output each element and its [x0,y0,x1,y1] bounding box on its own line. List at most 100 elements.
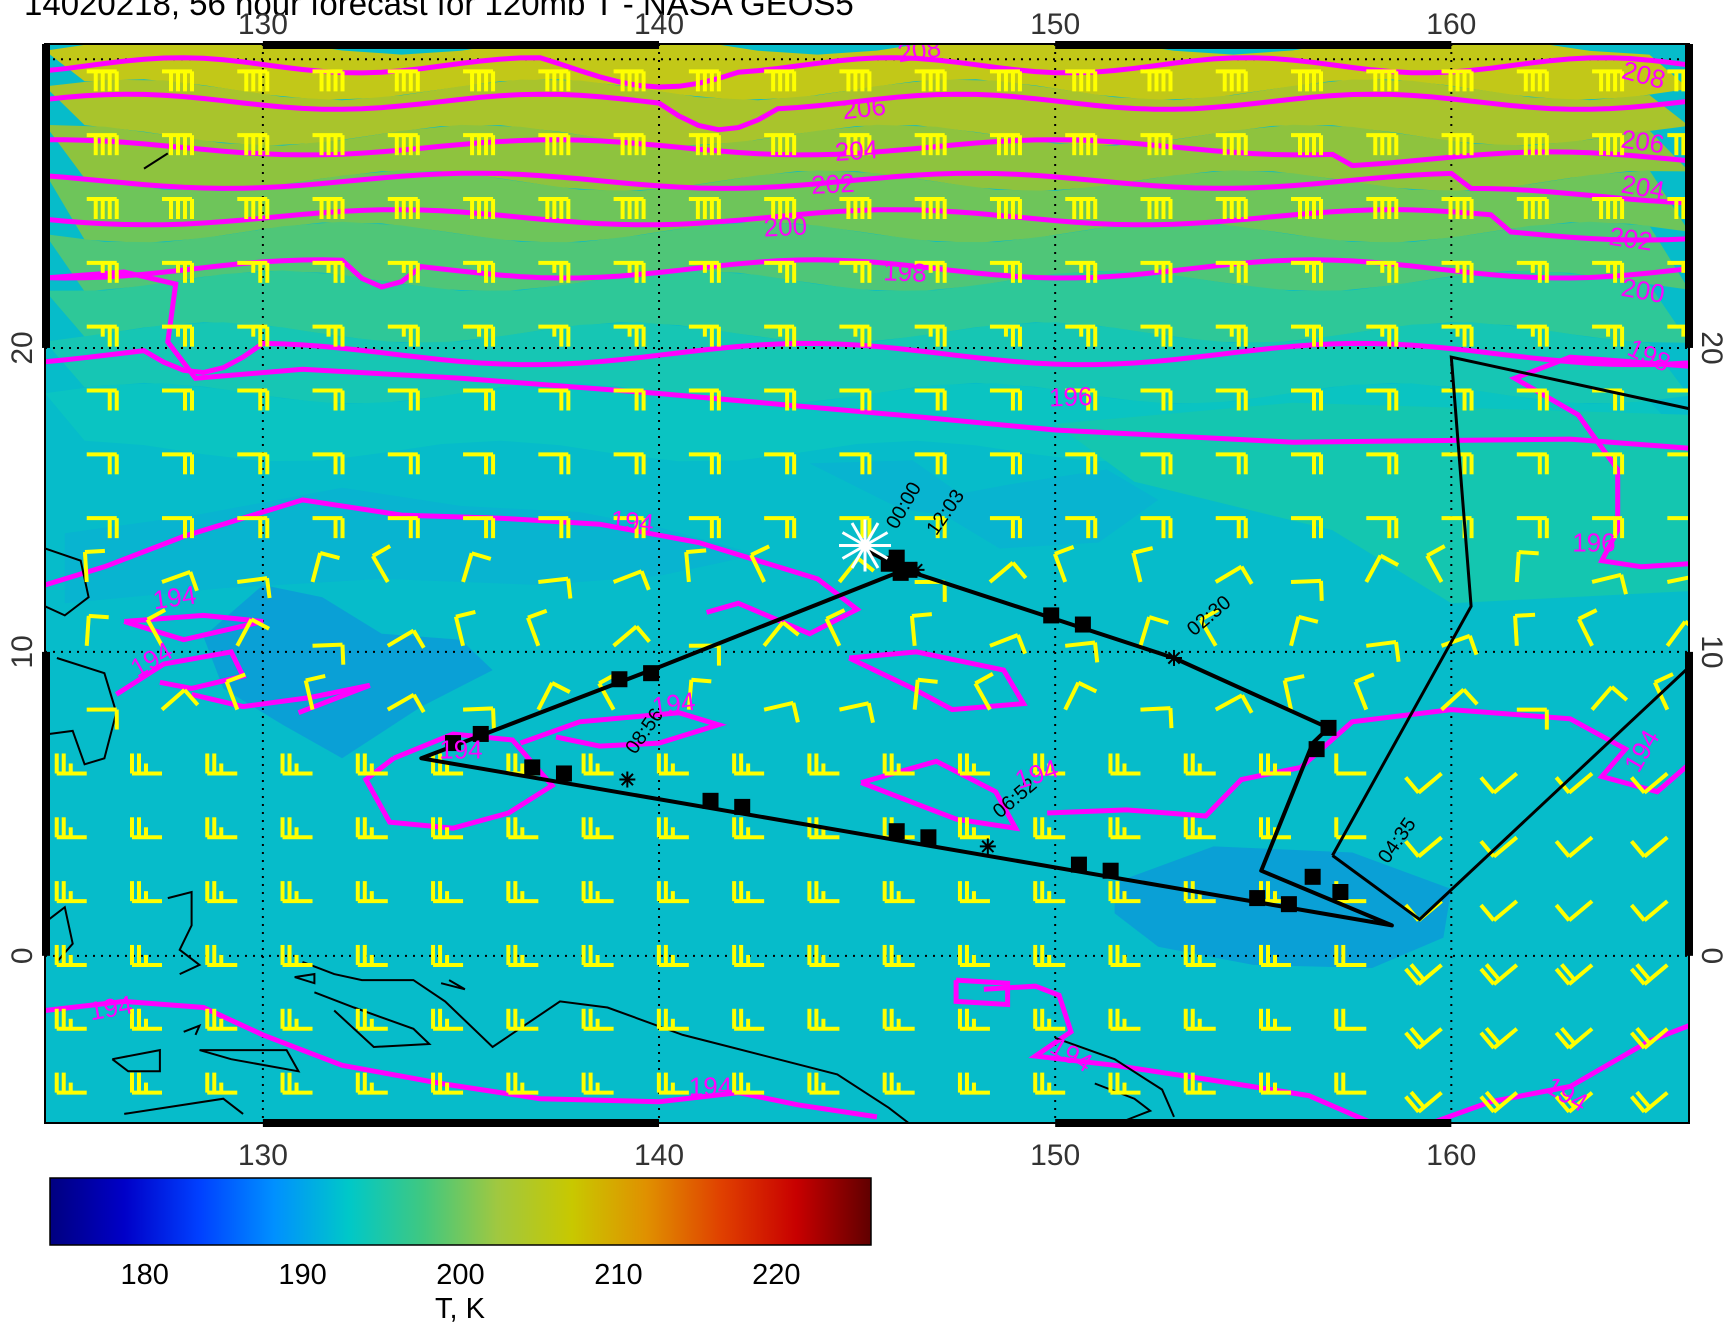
wind-barb [1592,197,1625,220]
wind-barb [462,706,496,729]
wind-barb [581,1008,614,1031]
wind-barb [1441,324,1474,347]
wind-barb [129,1008,162,1031]
wind-barb [914,260,947,283]
wind-barb [355,1008,388,1031]
wind-barb [1366,452,1399,475]
wind-barb [54,881,87,904]
contour-line [45,91,1689,133]
wind-barb [1138,615,1169,647]
wind-barb [54,944,87,967]
wind-barb [280,944,313,967]
wind-barb [807,881,840,904]
wind-barb [538,452,571,475]
time-marker [908,561,925,578]
wind-barb [1259,1072,1292,1095]
wind-barb [54,1008,87,1031]
wind-barb [312,69,345,92]
wind-barb [1108,881,1141,904]
contour-line [123,612,264,643]
wind-barb [732,944,765,967]
wind-barb [538,69,571,92]
wind-barb [613,69,646,92]
flight-path [419,549,1394,928]
wind-barb [1108,1072,1141,1095]
contour-label: 196 [1572,528,1615,558]
wind-barb [764,452,797,475]
waypoint-square [1249,890,1266,907]
wind-barb [1033,944,1066,967]
wind-barb [86,324,119,347]
wind-barb [538,133,571,156]
map-frame [42,41,1693,1127]
wind-barb [506,944,539,967]
wind-barb [1554,835,1594,859]
wind-barb [764,260,797,283]
contour-label: 204 [1619,169,1667,206]
wind-barb [1259,1008,1292,1031]
coastline [302,960,910,1123]
wind-barb [1282,674,1305,711]
wind-barb [1366,639,1401,663]
wind-barb [1065,324,1098,347]
wind-barb [431,1072,464,1095]
wind-barb [145,608,167,647]
start-star [839,519,892,572]
contour-line [45,340,1689,376]
wind-barb [882,944,915,967]
lon-tick-label-bottom: 160 [1426,1139,1476,1172]
wind-barb [1366,260,1399,283]
wind-barb [1334,1008,1367,1031]
wind-barb [86,452,119,475]
wind-barb [1516,452,1549,475]
wind-barb [161,197,194,220]
wind-barb [688,260,721,283]
wind-barb [237,133,270,156]
wind-barb [1215,69,1248,92]
wind-barb [1629,835,1669,859]
lon-tick-label-top: 140 [634,8,684,41]
wind-barb [237,576,272,599]
wind-barb [1064,640,1100,663]
wind-barb [1667,388,1689,411]
wind-barb [957,753,990,776]
contour-label: 194 [151,580,198,616]
wind-barb [536,681,571,711]
wind-barb [1479,1026,1519,1050]
wind-barb [1441,197,1474,220]
wind-barb [160,688,200,712]
wind-barb [387,516,420,539]
contour-line [860,758,1021,832]
wind-barb [1404,771,1443,795]
wind-barb [431,881,464,904]
wind-barb [312,133,345,156]
wind-barb [1140,133,1173,156]
wind-barb [1576,608,1598,647]
wind-barb [839,388,872,411]
wind-barb [957,817,990,840]
wind-barb [1065,197,1098,220]
wind-barb [1215,516,1248,539]
wind-barb [387,324,420,347]
contour-label: 202 [810,168,855,200]
lon-tick-label-top: 130 [238,8,288,41]
wind-barb [989,197,1022,220]
wind-barb [237,516,270,539]
wind-barb [161,452,194,475]
wind-barb [1425,544,1446,583]
coastline [167,890,202,976]
axis-tick-labels: 130 130 140 140 150 150 160 160 0 0 10 10 20 20 [6,8,1728,1172]
wind-barb [807,1072,840,1095]
coastline [314,991,432,1049]
frame-bar-bottom [262,1119,660,1127]
wind-barb [1291,69,1324,92]
wind-barb [581,753,614,776]
contour-line [1430,1023,1689,1123]
wind-barb [371,544,392,583]
wind-barb [1554,899,1594,922]
wind-barb [807,944,840,967]
wind-barb [839,260,872,283]
wind-barb [355,881,388,904]
wind-barb [161,133,194,156]
wind-barb [1479,1090,1519,1114]
